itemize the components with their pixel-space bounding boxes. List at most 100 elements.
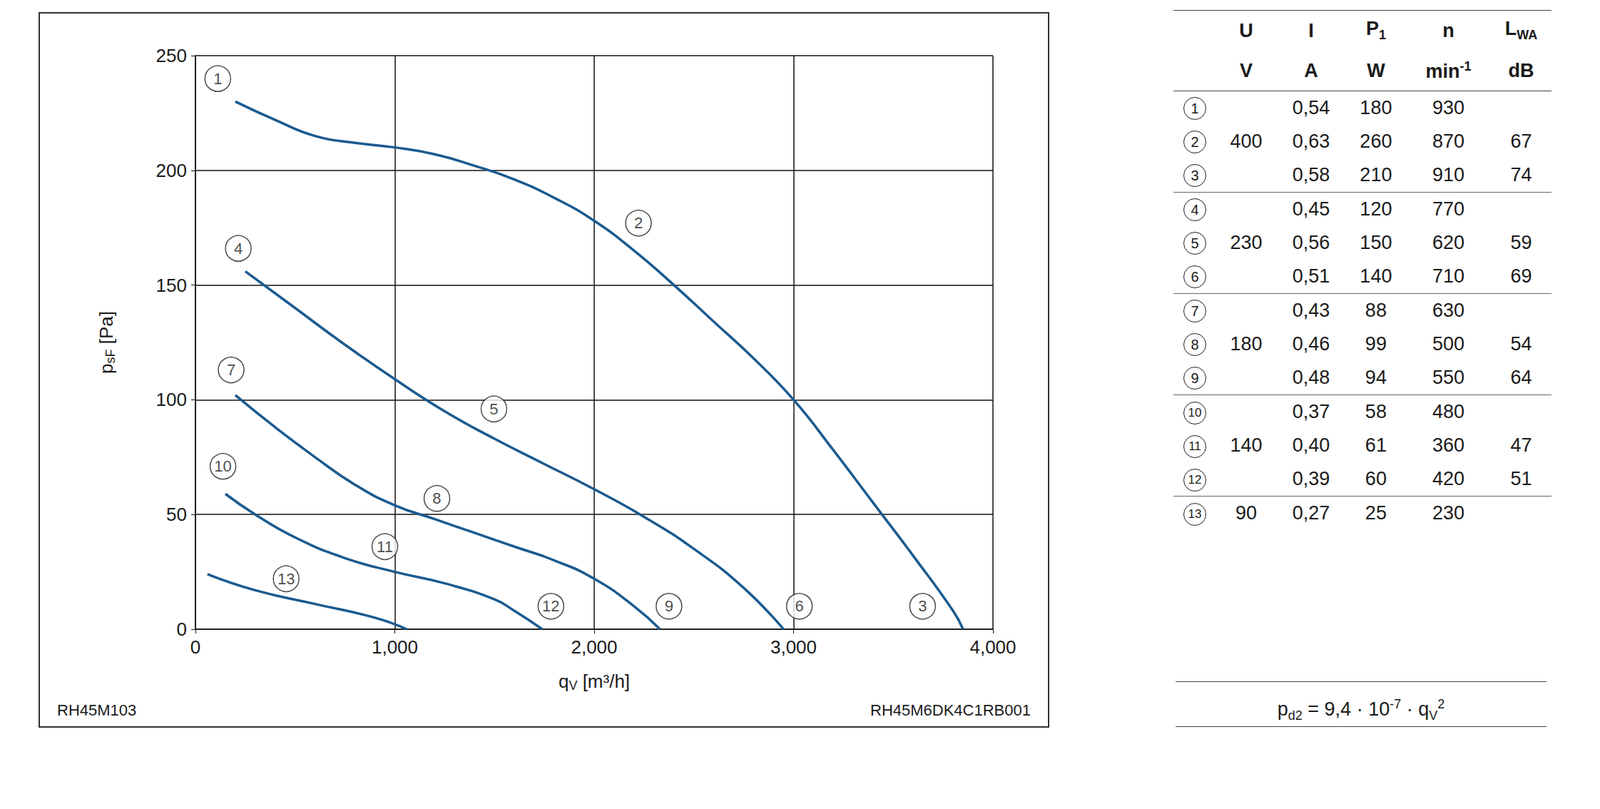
html-text:67: 67: [1510, 130, 1532, 152]
html-text:min-1: min-1: [1425, 58, 1472, 82]
html-text:500: 500: [1432, 333, 1465, 355]
svg-text:1,000: 1,000: [371, 636, 419, 658]
html-text:420: 420: [1432, 467, 1465, 490]
html-text:630: 630: [1432, 299, 1465, 321]
html-text:0,40: 0,40: [1292, 434, 1330, 456]
html-text:10: 10: [1188, 405, 1202, 420]
html-text:770: 770: [1432, 198, 1465, 220]
html-text:0,56: 0,56: [1292, 231, 1330, 254]
html-text:210: 210: [1359, 164, 1392, 186]
html-text:2: 2: [1190, 134, 1199, 150]
svg-text:13: 13: [277, 569, 295, 588]
html-text:0,45: 0,45: [1292, 198, 1330, 220]
html-text:0,54: 0,54: [1292, 97, 1330, 119]
svg-text:3,000: 3,000: [770, 636, 817, 658]
html-text:n: n: [1442, 19, 1455, 42]
svg-text:q: q: [558, 670, 569, 692]
svg-text:8: 8: [432, 489, 441, 508]
svg-text:2: 2: [634, 213, 643, 232]
html-text:0,37: 0,37: [1292, 400, 1330, 423]
html-text:47: 47: [1510, 434, 1532, 456]
html-text:230: 230: [1432, 502, 1465, 524]
html-text:54: 54: [1510, 333, 1532, 355]
html-text:230: 230: [1230, 231, 1263, 254]
svg-text:RH45M6DK4C1RB001: RH45M6DK4C1RB001: [870, 701, 1031, 720]
svg-text:sF: sF: [103, 349, 118, 364]
html-text:480: 480: [1432, 400, 1465, 423]
svg-text:[Pa]: [Pa]: [95, 311, 117, 349]
html-text:0,63: 0,63: [1292, 130, 1330, 152]
svg-text:2,000: 2,000: [570, 636, 618, 658]
html-text:180: 180: [1359, 97, 1392, 119]
html-text:11: 11: [1188, 439, 1202, 453]
html-text:0,27: 0,27: [1292, 502, 1330, 524]
html-text:0,51: 0,51: [1292, 265, 1330, 287]
html-text:V: V: [1239, 59, 1253, 81]
svg-text:150: 150: [156, 274, 187, 297]
svg-text:100: 100: [156, 388, 187, 411]
html-text:0,48: 0,48: [1292, 366, 1330, 389]
svg-text:12: 12: [542, 597, 560, 615]
html-text:W: W: [1366, 59, 1386, 81]
html-text:U: U: [1239, 19, 1254, 42]
svg-text:9: 9: [664, 597, 674, 615]
html-text:0,46: 0,46: [1292, 333, 1330, 355]
html-text:930: 930: [1432, 97, 1465, 119]
html-text:910: 910: [1432, 164, 1465, 186]
html-text:0,58: 0,58: [1292, 164, 1330, 186]
html-text:51: 51: [1510, 467, 1532, 490]
html-text:140: 140: [1230, 434, 1263, 456]
html-text:550: 550: [1432, 366, 1465, 389]
html-text:0,39: 0,39: [1292, 467, 1330, 490]
html-text:710: 710: [1432, 265, 1465, 287]
svg-text:10: 10: [213, 457, 232, 476]
svg-text:3: 3: [918, 597, 927, 615]
html-text:P1: P1: [1365, 18, 1386, 43]
svg-text:200: 200: [156, 159, 187, 182]
html-text:400: 400: [1230, 130, 1263, 152]
html-text:94: 94: [1365, 366, 1387, 389]
html-text:140: 140: [1359, 265, 1392, 287]
html-text:60: 60: [1365, 467, 1387, 490]
html-text:0,43: 0,43: [1292, 299, 1330, 321]
svg-text:4,000: 4,000: [969, 636, 1016, 658]
svg-text:11: 11: [376, 537, 394, 556]
svg-text:1: 1: [213, 69, 222, 88]
html-text:360: 360: [1432, 434, 1465, 456]
svg-text:p: p: [95, 363, 117, 374]
html-text:74: 74: [1510, 164, 1532, 186]
svg-text:4: 4: [233, 239, 243, 258]
html-text:25: 25: [1365, 502, 1387, 524]
svg-text:50: 50: [166, 503, 187, 526]
html-text:99: 99: [1365, 333, 1387, 355]
svg-text:RH45M103: RH45M103: [57, 701, 137, 720]
html-text:1: 1: [1190, 100, 1199, 117]
svg-text:[m³/h]: [m³/h]: [577, 670, 630, 692]
html-text:88: 88: [1365, 299, 1387, 321]
html-text:dB: dB: [1508, 59, 1535, 81]
html-text:61: 61: [1365, 434, 1387, 456]
svg-text:0: 0: [190, 636, 201, 658]
html-text:870: 870: [1432, 130, 1465, 152]
html-text:260: 260: [1359, 130, 1392, 152]
html-text:90: 90: [1235, 502, 1257, 524]
html-text:69: 69: [1510, 265, 1532, 287]
html-text:120: 120: [1359, 198, 1392, 220]
html-text:58: 58: [1365, 400, 1387, 423]
svg-text:7: 7: [226, 360, 236, 379]
html-text:13: 13: [1188, 507, 1202, 521]
svg-text:V: V: [568, 678, 578, 693]
svg-text:6: 6: [794, 597, 804, 615]
html-text:59: 59: [1510, 231, 1532, 254]
html-text:150: 150: [1359, 231, 1392, 254]
html-text:620: 620: [1432, 231, 1465, 254]
svg-text:0: 0: [176, 618, 187, 640]
html-text:12: 12: [1188, 472, 1202, 487]
html-text:64: 64: [1510, 366, 1532, 389]
html-text:180: 180: [1230, 333, 1263, 355]
svg-text:5: 5: [489, 400, 498, 419]
html-text:A: A: [1304, 59, 1319, 81]
svg-text:250: 250: [156, 44, 187, 67]
html-text:pd2= 9,4 · 10-7· qV: pd2= 9,4 · 10-7· qV: [1277, 696, 1438, 723]
html-text:LWA: LWA: [1504, 18, 1538, 43]
